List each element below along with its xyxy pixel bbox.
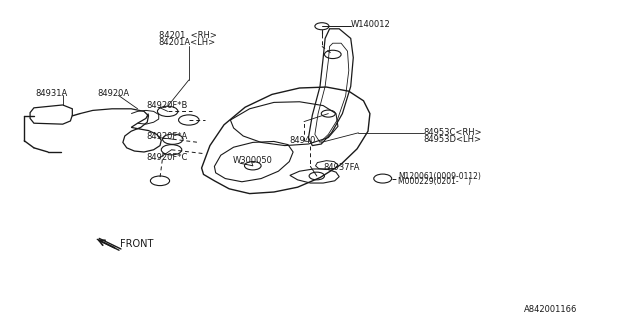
Text: A842001166: A842001166 (524, 305, 577, 314)
Text: 84940: 84940 (289, 136, 316, 145)
Text: W140012: W140012 (351, 20, 390, 29)
Text: 84920F*C: 84920F*C (146, 153, 188, 162)
Text: 84920F*A: 84920F*A (146, 132, 187, 141)
Text: 84953C<RH>: 84953C<RH> (424, 128, 483, 137)
Text: M120061(0009-0112): M120061(0009-0112) (398, 172, 481, 181)
Text: 84201A<LH>: 84201A<LH> (159, 38, 216, 47)
Text: FRONT: FRONT (120, 239, 154, 249)
Text: M000229(0201-    ): M000229(0201- ) (398, 177, 471, 186)
Text: 84201  <RH>: 84201 <RH> (159, 31, 216, 40)
Text: 84937FA: 84937FA (323, 163, 360, 172)
Text: 84920A: 84920A (97, 89, 129, 98)
Text: 84953D<LH>: 84953D<LH> (424, 135, 482, 144)
Text: 84931A: 84931A (35, 89, 67, 98)
Text: 84920F*B: 84920F*B (146, 101, 188, 110)
Text: W300050: W300050 (232, 156, 272, 165)
